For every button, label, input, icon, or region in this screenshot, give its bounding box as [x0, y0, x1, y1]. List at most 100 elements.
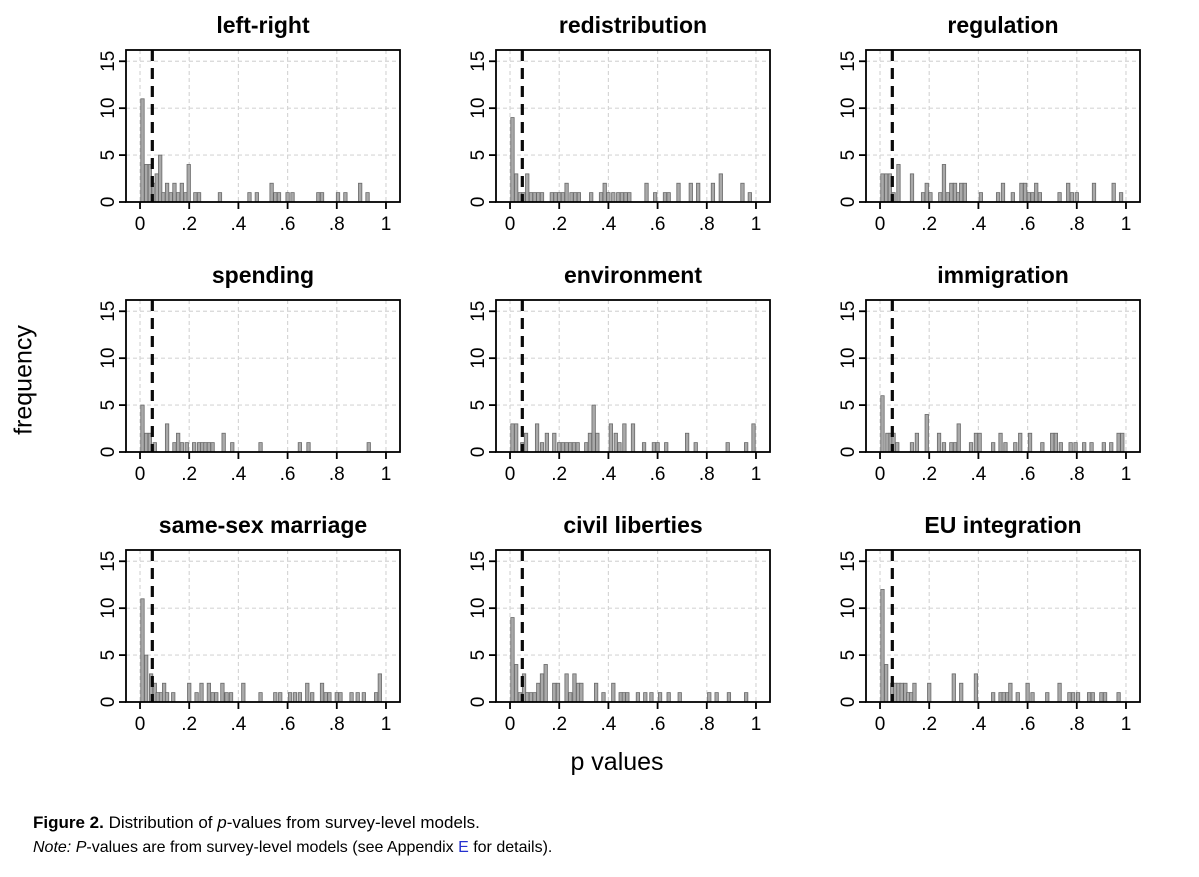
- histogram-bar: [613, 432, 618, 453]
- histogram-bar: [951, 673, 956, 703]
- figure-caption: Figure 2. Distribution of p-values from …: [33, 810, 552, 860]
- histogram-bar: [602, 182, 607, 203]
- histogram-bar: [1000, 182, 1006, 203]
- y-tick-label: 10: [468, 598, 489, 619]
- histogram-bar: [536, 192, 541, 203]
- histogram-bar: [676, 182, 681, 203]
- histogram-bar: [254, 192, 259, 203]
- histogram-bar: [1082, 442, 1087, 453]
- histogram-bar: [707, 692, 712, 703]
- histogram-bar: [552, 682, 557, 703]
- y-tick-label: 5: [838, 650, 859, 661]
- histogram-bar: [643, 692, 648, 703]
- histogram-bar: [140, 98, 145, 203]
- y-tick-label: 10: [838, 598, 859, 619]
- histogram-bar: [144, 654, 149, 703]
- histogram-bar: [949, 182, 954, 203]
- histogram-bar: [269, 182, 274, 203]
- histogram-bar: [199, 682, 204, 703]
- x-tick-label: .4: [600, 714, 616, 735]
- histogram-bar: [1102, 692, 1108, 703]
- histogram-bar: [144, 164, 149, 203]
- histogram-bar: [579, 682, 584, 703]
- plot-box: [125, 49, 401, 203]
- histogram-bar: [884, 173, 889, 203]
- y-tick-label: 10: [98, 348, 119, 369]
- histogram-bar: [366, 442, 371, 453]
- histogram-bar: [641, 442, 647, 453]
- x-tick-label: .2: [921, 464, 937, 485]
- histogram-bar: [927, 682, 932, 703]
- histogram-bar: [319, 682, 325, 703]
- histogram-bar: [557, 192, 562, 203]
- histogram-bar: [880, 395, 885, 453]
- panel-title-redistribution: redistribution: [558, 12, 708, 38]
- caption-line: Figure 2. Distribution of p-values from …: [33, 810, 552, 835]
- y-tick-label: 0: [838, 697, 859, 708]
- histogram-bar: [945, 192, 950, 203]
- histogram-bar: [192, 442, 197, 453]
- histogram-bar: [164, 182, 170, 203]
- histogram-bar: [655, 442, 660, 453]
- appendix-e-link[interactable]: E: [458, 839, 469, 856]
- histogram-bar: [587, 432, 593, 453]
- histogram-bar: [1019, 182, 1024, 203]
- caption-text-pre: Distribution of: [103, 813, 218, 832]
- histogram-bar: [310, 692, 315, 703]
- histogram-bar: [510, 117, 515, 203]
- histogram-bar: [361, 692, 366, 703]
- histogram-bar: [1067, 692, 1072, 703]
- histogram-bar: [595, 432, 600, 453]
- histogram-bar: [622, 423, 627, 453]
- histogram-bar: [338, 692, 343, 703]
- histogram-bar: [606, 192, 611, 203]
- histogram-bar: [575, 442, 580, 453]
- histogram-bar: [714, 692, 719, 703]
- histogram-bar: [1001, 692, 1006, 703]
- histogram-bar: [569, 192, 574, 203]
- histogram-bar: [171, 692, 176, 703]
- panel-title-regulation: regulation: [947, 12, 1059, 38]
- histogram-bar: [305, 682, 310, 703]
- histogram-bar: [510, 617, 515, 703]
- histogram-bar: [1030, 192, 1035, 203]
- histogram-bar: [164, 423, 170, 453]
- histogram-bar: [1057, 682, 1062, 703]
- histogram-bar: [528, 692, 534, 703]
- plot-box: [495, 299, 771, 453]
- histogram-bar: [564, 182, 569, 203]
- histogram-bar: [1089, 442, 1094, 453]
- x-tick-label: .6: [1020, 464, 1036, 485]
- histogram-bar: [619, 192, 625, 203]
- histogram-bar: [744, 692, 749, 703]
- histogram-bar: [176, 192, 181, 203]
- histogram-bar: [938, 192, 943, 203]
- histogram-bar: [1045, 692, 1050, 703]
- histogram-bar: [924, 414, 929, 453]
- histogram-bar: [247, 192, 252, 203]
- histogram-bar: [1027, 432, 1033, 453]
- y-tick-label: 0: [468, 197, 489, 208]
- y-tick-label: 0: [468, 447, 489, 458]
- histogram-bar: [210, 442, 215, 453]
- histogram-bar: [649, 692, 654, 703]
- histogram-bar: [688, 182, 693, 203]
- histogram-bar: [292, 692, 298, 703]
- histogram-bar: [616, 192, 621, 203]
- histogram-bar: [1023, 182, 1028, 203]
- histogram-bar: [924, 182, 929, 203]
- histogram-bar: [959, 682, 964, 703]
- x-axis-label: p values: [570, 748, 664, 776]
- histogram-bar: [1030, 692, 1035, 703]
- histogram-bar: [696, 182, 701, 203]
- histogram-bar: [666, 192, 671, 203]
- histogram-bar: [912, 682, 917, 703]
- x-tick-label: .6: [280, 214, 296, 235]
- y-tick-label: 10: [838, 98, 859, 119]
- x-tick-label: .6: [1020, 714, 1036, 735]
